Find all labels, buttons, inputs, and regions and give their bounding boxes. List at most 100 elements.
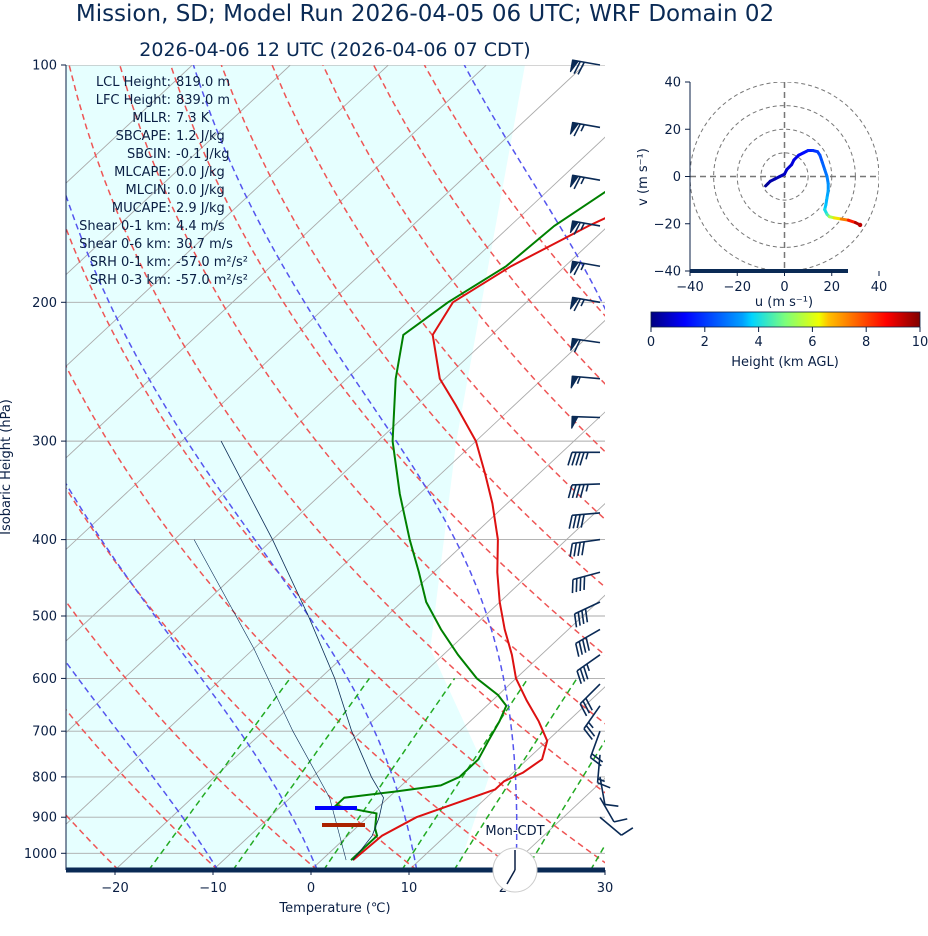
barb-half — [580, 124, 585, 132]
barb-full — [582, 666, 589, 680]
index-label: MLLR: — [132, 111, 171, 126]
barb-full — [579, 668, 586, 682]
skewt-x-tick-label: 30 — [597, 881, 614, 896]
cape-area — [66, 65, 525, 870]
wind-barb — [569, 538, 601, 558]
barb-staff — [589, 730, 601, 758]
mixing-ratio-line — [232, 677, 371, 870]
isotherm-line — [212, 503, 605, 870]
skewt-x-tick-label: −20 — [101, 881, 128, 896]
wind-barb — [599, 797, 628, 823]
colorbar-tick-label: 6 — [808, 335, 816, 350]
isotherm-line — [66, 65, 585, 551]
isotherm-line — [66, 65, 487, 459]
hodograph-y-tick-label: 40 — [664, 76, 681, 91]
temperature-profile — [352, 217, 605, 861]
skewt-y-tick-label: 100 — [32, 59, 57, 74]
skewt-x-tick-label: −10 — [199, 881, 226, 896]
mixing-ratio-line — [323, 677, 456, 870]
isotherm-line — [703, 65, 928, 870]
barb-half — [585, 452, 589, 460]
barb-full — [573, 61, 582, 74]
barb-full — [573, 176, 582, 190]
barb-half — [580, 299, 585, 307]
index-value: 0.0 J/kg — [176, 183, 225, 198]
barb-full — [581, 610, 585, 625]
barb-half — [587, 721, 594, 729]
dry-adiabat — [66, 364, 517, 870]
wind-barbs — [567, 59, 634, 836]
wind-barb — [576, 654, 601, 685]
barb-full — [567, 484, 573, 499]
hodograph-x-tick-label: −40 — [676, 280, 703, 295]
barb-full — [573, 542, 578, 557]
barb-full — [579, 484, 585, 498]
wind-barb — [569, 260, 601, 276]
skewt-x-axis-label: Temperature (℃) — [278, 901, 390, 916]
valid-time-title: 2026-04-06 12 UTC (2026-04-06 07 CDT) — [139, 39, 530, 61]
lcl-lfc-markers — [315, 806, 365, 827]
barb-staff — [583, 705, 601, 730]
index-value: -57.0 m²/s² — [176, 255, 248, 270]
wind-barb — [570, 375, 601, 389]
barb-staff — [572, 512, 601, 517]
isotherm-line — [66, 228, 605, 734]
skewt-y-tick-label: 700 — [32, 725, 57, 740]
colorbar-label: Height (km AGL) — [731, 355, 839, 370]
barb-staff — [599, 797, 615, 823]
wind-barb — [579, 683, 601, 717]
index-label: MLCIN: — [126, 183, 171, 198]
index-label: MUCAPE: — [112, 201, 171, 216]
wind-barb — [569, 220, 601, 235]
barb-pennant — [569, 220, 580, 234]
index-label: SRH 0-3 km: — [90, 273, 171, 288]
dry-adiabat — [68, 65, 605, 794]
barb-full — [613, 818, 628, 823]
barb-full — [585, 637, 590, 651]
height-colorbar: 0 2 4 6 8 10 Height (km AGL) — [647, 311, 928, 370]
barb-staff — [576, 654, 601, 672]
wind-barb — [596, 754, 611, 789]
barb-full — [575, 484, 581, 499]
hodograph-y-tick-label: −40 — [654, 265, 681, 280]
colorbar-tick-label: 4 — [754, 335, 762, 350]
skewt-y-tick-label: 800 — [32, 770, 57, 785]
barb-half — [585, 484, 589, 492]
hodograph-x-tick-label: 20 — [823, 280, 840, 295]
wind-barb — [570, 337, 601, 353]
indices-panel: LCL Height: 819.0 m LFC Height: 839.0 m MLLR… — [79, 75, 248, 288]
barb-staff — [572, 538, 601, 545]
index-value: -57.0 m²/s² — [176, 273, 248, 288]
barb-full — [576, 514, 581, 529]
barb-full — [579, 452, 585, 466]
index-value: 839.0 m — [176, 93, 230, 108]
barb-full — [583, 728, 593, 740]
barb-staff — [596, 754, 601, 783]
dry-adiabat — [119, 65, 605, 725]
hodograph-x-axis-label: u (m s⁻¹) — [755, 295, 813, 310]
barb-pennant — [569, 174, 580, 188]
index-label: SRH 0-1 km: — [90, 255, 171, 270]
barb-pennant — [569, 121, 580, 135]
dry-adiabat — [66, 708, 219, 870]
barb-full — [577, 542, 581, 556]
index-label: SBCIN: — [127, 147, 171, 162]
barb-full — [569, 543, 574, 558]
barb-full — [571, 452, 577, 466]
hodograph-end-point — [857, 222, 863, 228]
clock-label: Mon-CDT — [485, 824, 544, 839]
colorbar-tick-label: 10 — [912, 335, 928, 350]
barb-staff — [575, 628, 601, 645]
parcel-profile — [220, 440, 384, 861]
moist-adiabat — [715, 65, 892, 870]
barb-full — [604, 803, 619, 807]
isotherm-line — [408, 686, 605, 870]
index-label: SBCAPE: — [116, 129, 171, 144]
skewt-y-tick-label: 400 — [32, 533, 57, 548]
barb-staff — [574, 601, 601, 615]
isotherm-line — [66, 319, 605, 825]
barb-full — [574, 643, 580, 657]
isotherms — [66, 65, 928, 870]
